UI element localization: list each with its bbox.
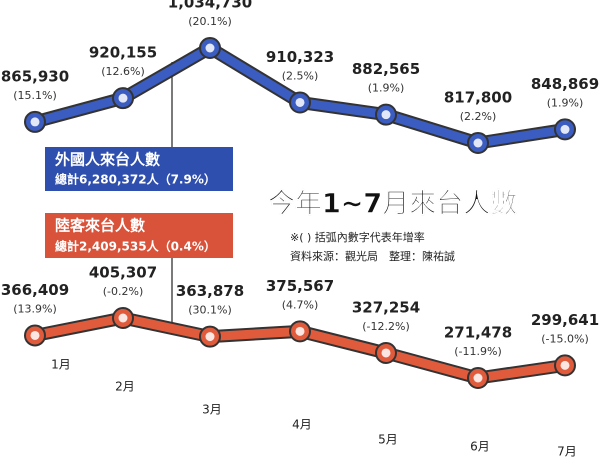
point-center [473,138,483,148]
value-label: 848,869 [531,75,599,93]
point-center [381,110,391,120]
legend-name: 外國人來台人數 [54,151,160,169]
growth-label: (-0.2%) [103,285,144,298]
x-tick-label: 4月 [292,418,312,432]
value-label: 920,155 [89,44,157,62]
value-label: 299,641 [531,311,599,329]
point-center [30,330,40,340]
growth-label: (2.5%) [282,69,319,82]
x-tick-label: 2月 [115,380,135,394]
value-label: 865,930 [1,67,69,85]
x-tick-label: 5月 [378,433,398,447]
growth-label: (1.9%) [368,82,405,95]
point-center [473,373,483,383]
value-label: 363,878 [176,282,244,300]
growth-label: (20.1%) [188,15,232,28]
point-center [118,93,128,103]
growth-label: (30.1%) [188,304,232,317]
legend-box [45,147,233,191]
growth-label: (4.7%) [282,298,319,311]
growth-label: (15.1%) [13,89,57,102]
x-tick-label: 1月 [51,358,71,372]
value-label: 882,565 [352,60,420,78]
chart-title: 今年1~7月來台人數 [268,188,517,220]
x-tick-label: 7月 [557,445,577,459]
note: 資料來源：觀光局 整理：陳祐誠 [290,249,455,263]
point-center [295,97,305,107]
legend-total: 總計2,409,535人（0.4%） [55,239,216,254]
value-label: 366,409 [1,281,69,299]
note: ※( ) 括弧內數字代表年增率 [290,230,425,244]
value-label: 271,478 [444,324,512,342]
x-tick-label: 6月 [470,440,490,454]
growth-label: (1.9%) [547,96,584,109]
point-center [560,360,570,370]
value-label: 327,254 [352,298,420,316]
point-center [381,348,391,358]
value-label: 375,567 [266,277,334,295]
legend-box [45,213,233,258]
growth-label: (-11.9%) [454,345,502,358]
legend-name: 陸客來台人數 [55,217,145,235]
value-label: 405,307 [89,264,157,282]
point-center [295,326,305,336]
growth-label: (-12.2%) [362,320,410,333]
growth-label: (2.2%) [460,110,497,123]
legend-total: 總計6,280,372人（7.9%） [55,172,216,187]
point-center [560,124,570,134]
growth-label: (13.9%) [13,302,57,315]
point-center [205,43,215,53]
growth-label: (-15.0%) [541,332,589,345]
x-tick-label: 3月 [202,403,222,417]
point-center [118,313,128,323]
point-center [205,332,215,342]
point-center [30,117,40,127]
value-label: 817,800 [444,89,512,107]
value-label: 910,323 [266,48,334,66]
value-label: 1,034,730 [168,0,252,12]
growth-label: (12.6%) [101,65,145,78]
